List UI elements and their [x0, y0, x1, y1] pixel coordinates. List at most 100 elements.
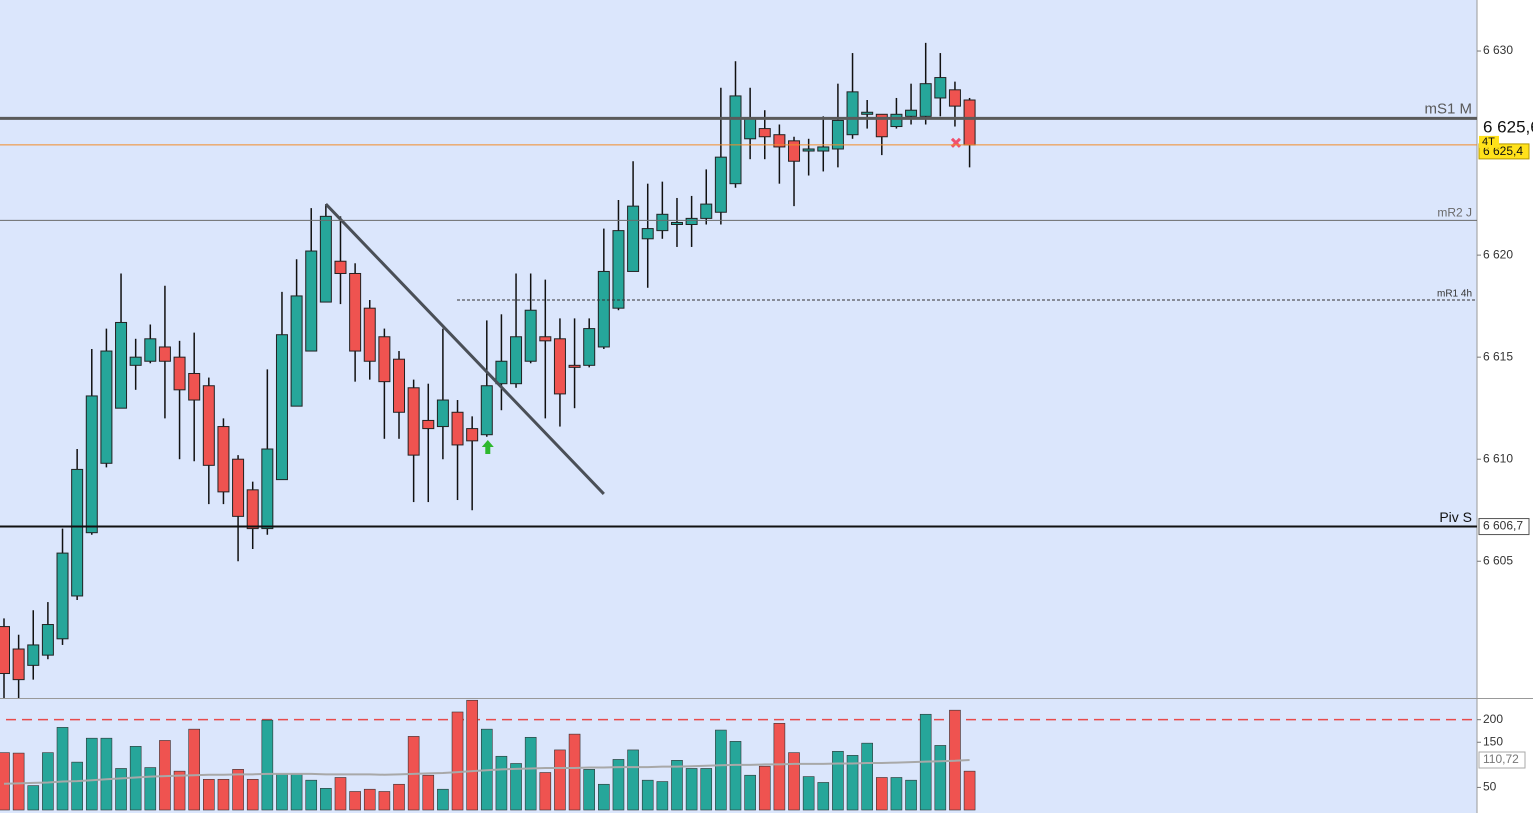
candle-body [685, 217, 698, 226]
candle-body [275, 334, 288, 481]
price-panel [0, 42, 976, 698]
candle-body [875, 113, 888, 138]
volume-ma [3, 758, 970, 785]
volume-bar [758, 765, 771, 811]
candle-body [510, 336, 523, 385]
volume-bar [100, 737, 113, 811]
candle-body [758, 128, 771, 138]
trendline [324, 203, 605, 495]
candle-body [363, 307, 376, 362]
volume-bar [115, 768, 127, 811]
candle-body [919, 83, 932, 117]
volume-bar [495, 755, 508, 811]
candle-body [41, 624, 54, 656]
candle-body [261, 448, 274, 530]
volume-bar [905, 779, 917, 811]
candle-body [597, 270, 610, 348]
volume-bar [85, 737, 98, 811]
candle-body [963, 99, 976, 146]
candle-body [158, 346, 171, 362]
tag-box [1479, 135, 1499, 148]
volume-bar [861, 742, 873, 811]
volume-bar [846, 755, 859, 811]
volume-bar [729, 741, 742, 811]
tag-label: 4T [1482, 136, 1495, 148]
volume-bar [144, 767, 157, 811]
candle-body [553, 338, 566, 395]
volume-bar [612, 759, 625, 811]
volume-bar [188, 728, 200, 811]
candle-body [12, 648, 25, 681]
volume-bar [788, 752, 800, 811]
volume-bar [802, 776, 815, 811]
volume-tick-label: 150 [1483, 734, 1503, 748]
candle-body [700, 203, 713, 219]
y-tick-label: 6 610 [1483, 451, 1513, 465]
candle-body [466, 428, 479, 442]
volume-bar [378, 791, 391, 811]
volume-bar [773, 722, 786, 811]
candle-body [290, 295, 303, 407]
candle-body [451, 411, 464, 446]
candle-body [495, 360, 508, 385]
volume-bar [715, 729, 727, 811]
volume-bar [56, 727, 69, 811]
candle-body [670, 221, 683, 226]
volume-bar [583, 769, 596, 811]
candle-body [115, 321, 128, 409]
level-label: Piv S [1439, 509, 1472, 525]
volume-bar [203, 778, 215, 811]
candle-body [319, 215, 332, 303]
candle-body [246, 489, 259, 530]
candle-body [905, 109, 918, 117]
candle-body [188, 372, 201, 401]
volume-bar [671, 760, 683, 811]
volume-bar [0, 752, 10, 811]
level-label: mR2 J [1437, 205, 1472, 219]
volume-bar [832, 750, 844, 811]
volume-bar [744, 774, 756, 811]
bid-tag [1479, 118, 1533, 138]
volume-bar [173, 770, 186, 811]
candle-body [817, 146, 830, 152]
volume-bar [246, 778, 259, 811]
candle-body [729, 95, 742, 185]
level-label: mR1 4h [1437, 289, 1472, 300]
volume-bar [261, 719, 274, 811]
candle-body [831, 119, 844, 150]
candle-body [583, 328, 596, 366]
candle-body [524, 309, 537, 362]
candle-body [627, 205, 640, 272]
volume-bar [363, 788, 376, 811]
volume-bar [290, 774, 303, 811]
volume-tick-label: 200 [1483, 712, 1503, 726]
candle-body [232, 458, 245, 517]
candle-body [656, 213, 669, 232]
candle-body [393, 358, 406, 413]
volume-bar [27, 785, 40, 811]
candle-body [202, 385, 215, 466]
level-tag-label: 6 606,7 [1483, 519, 1523, 533]
volume-ma-tag [1478, 751, 1526, 769]
volume-bar [685, 768, 698, 811]
candle-body [714, 156, 727, 213]
candle-body [436, 399, 449, 428]
candle-body [85, 395, 98, 534]
candle-body [788, 140, 801, 162]
candle-body [539, 336, 552, 342]
volume-bar [934, 745, 947, 811]
candle-body [773, 134, 786, 148]
volume-tick-label: 50 [1483, 780, 1497, 794]
volume-bar [232, 769, 244, 811]
candle-body [846, 91, 859, 136]
candle-body [100, 350, 113, 464]
volume-bar [656, 781, 669, 811]
volume-bar [71, 761, 83, 811]
volume-bar [466, 699, 478, 811]
candle-body [305, 250, 318, 352]
candle-body [948, 89, 961, 107]
candle-body [217, 426, 230, 493]
candle-body [27, 644, 40, 666]
